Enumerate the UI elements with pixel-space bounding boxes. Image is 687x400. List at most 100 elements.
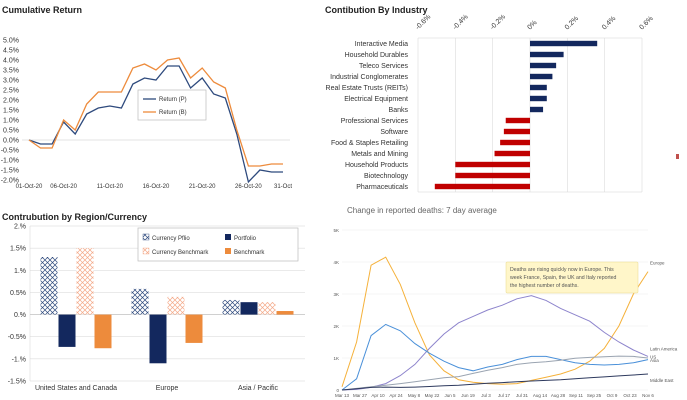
x-tick-label: Aug 28: [551, 393, 566, 398]
category-label: Teleco Services: [359, 63, 409, 70]
x-tick-label: Apr 10: [371, 393, 385, 398]
region-bar: [131, 288, 149, 315]
deaths-line-us: [341, 323, 649, 391]
x-tick-label: 11-Oct-20: [97, 184, 124, 190]
series-end-label: Latin America: [650, 346, 678, 351]
y-tick-label: 1.5%: [3, 108, 19, 115]
y-tick-label: 5K: [333, 228, 339, 233]
x-tick-label: Mar 13: [335, 393, 350, 398]
region-category-label: United States and Canada: [35, 385, 117, 392]
x-tick-label: 31-Oct: [274, 184, 292, 190]
category-label: Household Products: [345, 162, 409, 169]
series-end-label: Middle East: [650, 378, 674, 383]
industry-bar: [530, 106, 544, 113]
x-tick-label: Jul 17: [498, 393, 511, 398]
region-bar: [185, 314, 203, 343]
y-tick-label: 3K: [333, 292, 339, 297]
region-bar: [40, 257, 58, 315]
category-label: Biotechnology: [364, 173, 408, 180]
region-bar: [76, 248, 94, 315]
region-bar: [222, 299, 240, 315]
deaths-line-asia: [341, 355, 649, 391]
region-bar: [276, 311, 294, 315]
y-tick-label: 1K: [333, 356, 339, 361]
cumulative-return-chart: Cumulative Return 5.0% 4.5% 4.0% 3.5% 3.0% 2.…: [1, 5, 293, 190]
category-label: Real Estate Trusts (REITs): [326, 85, 408, 92]
y-tick-label: 3.5%: [3, 68, 19, 75]
annotation-text: Deaths are rising quickly now in Europe.…: [510, 267, 617, 289]
legend-return-b: Return (B): [159, 110, 187, 116]
x-tick-label: Jul 31: [516, 393, 529, 398]
category-label: Professional Services: [341, 118, 409, 125]
x-tick-label: -0.6%: [414, 14, 432, 32]
industry-bar: [530, 84, 547, 91]
x-tick-label: -0.4%: [452, 14, 470, 32]
y-tick-label: 2.0%: [3, 98, 19, 105]
y-tick-label: -2.0%: [1, 178, 19, 185]
industry-bar: [455, 172, 530, 179]
category-label: Interactive Media: [355, 41, 408, 48]
x-tick-label: 0.4%: [601, 15, 617, 31]
region-bar: [58, 314, 76, 347]
x-tick-label: Jun 19: [461, 393, 475, 398]
industry-bar: [530, 51, 564, 58]
industry-bar: [434, 183, 530, 190]
category-label: Food & Staples Retailing: [331, 140, 408, 147]
series-end-label: US: [650, 355, 656, 360]
x-tick-label: Mar 27: [353, 393, 368, 398]
region-bar: [167, 296, 185, 315]
industry-bar: [530, 62, 557, 69]
x-tick-label: 16-Oct-20: [143, 184, 170, 190]
y-tick-label: -0.5%: [8, 334, 26, 341]
x-tick-label: 01-Oct-20: [16, 184, 43, 190]
y-tick-label: -1.5%: [1, 168, 19, 175]
legend-return-p: Return (P): [159, 97, 187, 103]
x-tick-label: 06-Oct-20: [50, 184, 77, 190]
y-tick-label: 0.5%: [10, 290, 26, 297]
region-bar: [149, 314, 167, 364]
region-bar: [240, 302, 258, 315]
industry-contribution-title: Contibution By Industry: [325, 5, 428, 15]
y-tick-label: 4.0%: [3, 58, 19, 65]
category-label: Electrical Equipment: [344, 96, 408, 103]
deaths-annotation: Deaths are rising quickly now in Europe.…: [505, 261, 639, 294]
industry-bar: [530, 73, 553, 80]
x-tick-label: Oct 9: [607, 393, 618, 398]
y-tick-label: 0.%: [14, 312, 26, 319]
x-tick-label: Nov 6: [642, 393, 654, 398]
y-tick-label: 4.5%: [3, 48, 19, 55]
industry-bar: [494, 150, 530, 157]
x-tick-label: Sep 25: [587, 393, 602, 398]
x-tick-label: Oct 23: [623, 393, 637, 398]
region-category-label: Asia / Pacific: [238, 385, 279, 392]
region-currency-chart: Contrubution by Region/Currency 2.% 1.5% 1…: [2, 212, 305, 392]
x-tick-label: 0.2%: [564, 15, 580, 31]
legend-benchmark: Benchmark: [234, 250, 265, 256]
industry-bar: [505, 117, 530, 124]
industry-bar: [530, 95, 547, 102]
category-label: Software: [380, 129, 408, 136]
y-tick-label: -1.%: [12, 356, 26, 363]
category-label: Pharmaceuticals: [356, 184, 408, 191]
y-tick-label: 2.5%: [3, 88, 19, 95]
x-tick-label: May 8: [408, 393, 421, 398]
x-tick-label: 0%: [526, 19, 538, 31]
series-end-label: Asia: [650, 358, 659, 363]
legend-currency-pflio: Currency Pflio: [152, 236, 190, 242]
x-tick-label: Jul 3: [481, 393, 491, 398]
marker-square: [676, 154, 679, 159]
y-tick-label: 2.%: [14, 224, 26, 231]
y-tick-label: -0.5%: [1, 148, 19, 155]
region-bar: [94, 314, 112, 349]
y-tick-label: 2K: [333, 324, 339, 329]
series-line-return-b: [28, 57, 283, 167]
deaths-line-latin-america: [341, 295, 649, 391]
region-bar: [258, 302, 276, 315]
x-tick-label: 21-Oct-20: [189, 184, 216, 190]
y-tick-label: 0.0%: [3, 138, 19, 145]
reported-deaths-chart: Change in reported deaths: 7 day average…: [333, 206, 678, 398]
industry-bar: [503, 128, 530, 135]
industry-bar: [455, 161, 530, 168]
y-tick-label: 1.0%: [3, 118, 19, 125]
legend-currency-benchmark: Currency Benchmark: [152, 250, 209, 256]
